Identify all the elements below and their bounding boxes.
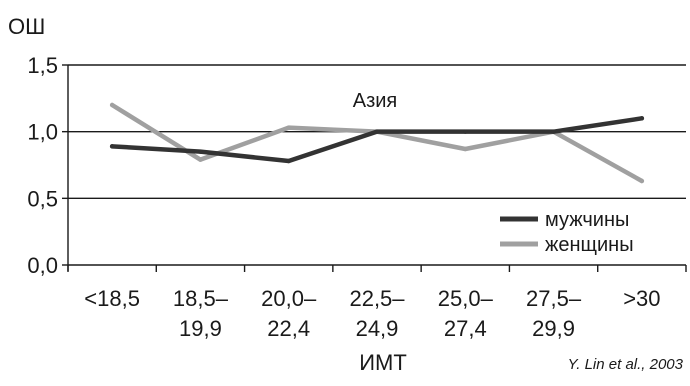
x-tick-label: <18,5 — [84, 286, 140, 311]
data-point — [198, 157, 203, 162]
x-tick-label-line: 25,0– — [438, 286, 494, 311]
data-point — [109, 102, 115, 108]
source-citation: Y. Lin et al., 2003 — [568, 356, 684, 373]
data-point — [551, 129, 556, 134]
x-tick-label-line: 27,5– — [526, 286, 582, 311]
label-layer: ОШ ИМТ Азия Y. Lin et al., 2003 — [8, 14, 684, 375]
data-point — [463, 129, 468, 134]
x-tick-label: 27,5– 29,9 — [526, 286, 582, 341]
legend: мужчины женщины — [500, 209, 634, 256]
x-tick-label-line: <18,5 — [84, 286, 140, 311]
x-axis-title: ИМТ — [359, 350, 407, 375]
data-point — [463, 146, 468, 152]
y-tick-label: 0,0 — [27, 253, 58, 278]
y-tick-label: 1,0 — [27, 120, 58, 145]
y-tick-label: 1,5 — [27, 53, 58, 78]
data-point — [109, 144, 115, 149]
x-tick-label-line: 27,4 — [444, 316, 487, 341]
data-point — [286, 158, 291, 164]
x-tick-label-line: 19,9 — [179, 316, 222, 341]
data-point — [286, 125, 291, 130]
legend-label: мужчины — [545, 209, 629, 231]
x-tick-label: 22,5– 24,9 — [349, 286, 405, 341]
series-line-women — [109, 102, 645, 184]
x-tick-label-line: 18,5– — [173, 286, 229, 311]
data-point — [639, 178, 645, 184]
y-axis-title: ОШ — [8, 14, 45, 39]
legend-label: женщины — [545, 234, 634, 256]
x-tick-label: >30 — [623, 286, 660, 311]
x-tick-label-line: >30 — [623, 286, 660, 311]
x-tick-label-line: 29,9 — [532, 316, 575, 341]
series-layer — [109, 102, 645, 184]
x-tick-label-line: 20,0– — [261, 286, 317, 311]
x-tick-label: 18,5– 19,9 — [173, 286, 229, 341]
x-tick-label: 20,0– 22,4 — [261, 286, 317, 341]
x-tick-label-line: 24,9 — [356, 316, 399, 341]
x-tick-label-line: 22,5– — [349, 286, 405, 311]
y-tick-label: 0,5 — [27, 186, 58, 211]
data-point — [374, 129, 380, 134]
x-tick-label-line: 22,4 — [267, 316, 310, 341]
data-point — [639, 116, 645, 121]
x-tick-label: 25,0– 27,4 — [438, 286, 494, 341]
axis-layer: 0,0 0,5 1,0 1,5 <18,5 18,5– 19,9 20,0– 22,4 22,5–… — [27, 53, 687, 341]
region-annotation: Азия — [353, 90, 398, 112]
data-point — [198, 149, 203, 154]
